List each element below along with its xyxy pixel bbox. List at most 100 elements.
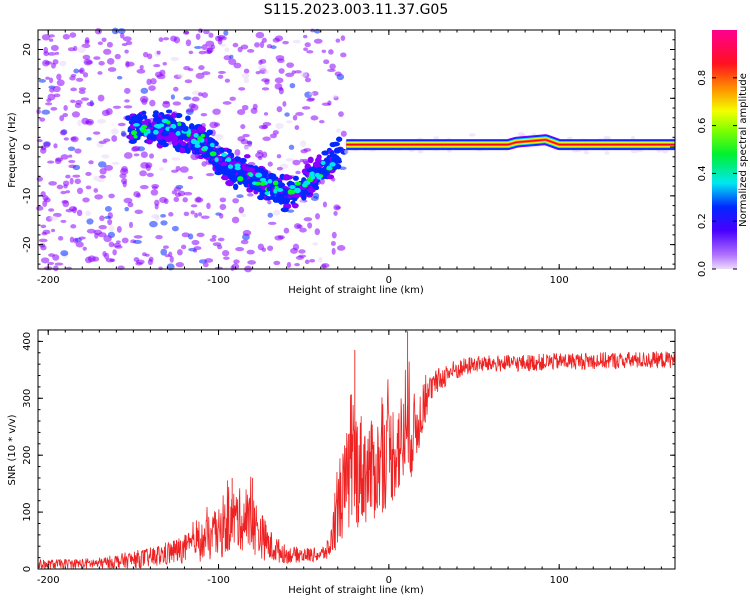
spectral-blob <box>85 120 93 124</box>
spectral-blob <box>57 235 64 241</box>
spectral-blob <box>267 245 274 251</box>
spectral-blob <box>282 40 289 45</box>
spectral-blob <box>112 105 122 109</box>
spectral-blob <box>60 250 69 257</box>
spectral-blob <box>307 156 314 164</box>
spectral-blob <box>56 184 64 190</box>
spectral-blob <box>128 221 134 228</box>
spectral-blob <box>43 141 51 148</box>
x-tick-label: 0 <box>386 275 392 286</box>
spectral-blob <box>180 244 187 250</box>
y-tick-label: 300 <box>22 389 33 408</box>
spectral-blob <box>242 166 251 171</box>
spectral-blob <box>73 68 80 74</box>
spectral-blob <box>300 140 307 148</box>
spectral-blob <box>54 51 60 55</box>
spectral-blob <box>264 69 269 75</box>
spectral-blob <box>198 28 203 33</box>
spectral-blob <box>93 188 99 193</box>
spectral-blob <box>82 246 87 251</box>
spectral-blob <box>154 214 160 221</box>
spectral-blob <box>38 79 46 83</box>
spectral-blob <box>336 136 343 142</box>
spectral-blob <box>307 222 313 229</box>
spectral-blob <box>193 246 202 251</box>
spectral-blob <box>310 115 319 121</box>
spectral-blob <box>78 69 84 73</box>
spectral-blob <box>86 228 96 234</box>
spectral-blob <box>194 45 203 49</box>
x-tick-label: 100 <box>550 575 569 586</box>
spectral-peak <box>155 124 162 129</box>
spectral-blob <box>122 36 132 42</box>
colorbar: 0.0 0.2 0.4 0.6 0.8 Normalized spectral ampl… <box>697 30 749 277</box>
spectral-blob <box>147 53 153 60</box>
spectral-peak <box>310 175 316 180</box>
spectral-blob <box>140 87 149 94</box>
spectral-blob <box>329 63 336 70</box>
spectral-peak <box>234 163 241 168</box>
spectral-blob <box>204 258 214 263</box>
spectral-blob <box>183 211 190 217</box>
spectral-blob <box>243 154 251 159</box>
spectral-peak <box>277 188 284 192</box>
spectral-peak <box>302 183 307 187</box>
spectral-blob <box>82 54 91 60</box>
spectral-blob <box>293 192 301 198</box>
spectral-blob <box>314 228 321 236</box>
spectral-blob <box>69 75 76 81</box>
spectral-blob <box>47 93 56 101</box>
spectral-blob <box>333 94 338 99</box>
spectral-blob <box>303 217 313 222</box>
spectral-blob <box>313 38 323 44</box>
spectral-blob <box>78 87 87 91</box>
spectral-blob <box>54 158 62 165</box>
snr-y-label: SNR (10 * v/v) <box>7 414 18 485</box>
spectral-blob <box>328 49 334 55</box>
spectral-blob <box>69 236 75 243</box>
spectral-blob <box>333 211 338 216</box>
spectral-blob <box>65 208 74 213</box>
spectral-blob <box>257 243 265 251</box>
spectral-blob <box>123 152 133 159</box>
spectral-blob <box>75 241 84 248</box>
spectral-blob <box>229 54 234 59</box>
spectral-blob <box>630 136 635 140</box>
spectral-blob <box>241 213 247 218</box>
spectral-blob <box>70 87 78 92</box>
spectral-blob <box>146 78 152 86</box>
spectral-blob <box>604 151 610 155</box>
spectral-blob <box>124 87 131 94</box>
spectral-blob <box>148 85 156 92</box>
spectral-blob <box>174 112 183 119</box>
spectral-blob <box>156 50 161 55</box>
spectral-blob <box>130 115 139 123</box>
spectral-blob <box>102 251 107 257</box>
spectral-blob <box>119 32 125 39</box>
spectral-blob <box>209 237 217 242</box>
spectral-peak <box>306 168 313 173</box>
spectral-peak <box>197 136 203 141</box>
spectral-blob <box>212 242 222 247</box>
spectral-blob <box>307 97 316 101</box>
spectral-peak <box>273 180 279 186</box>
spectral-blob <box>38 238 48 243</box>
spectral-blob <box>307 187 316 193</box>
spectral-blob <box>302 34 308 39</box>
spectral-blob <box>133 153 140 157</box>
spectral-blob <box>124 206 130 212</box>
spectral-blob <box>285 72 295 77</box>
spectral-blob <box>157 138 167 146</box>
spectral-blob <box>185 115 191 121</box>
spectral-blob <box>108 225 115 233</box>
colorbar-ticks: 0.0 0.2 0.4 0.6 0.8 <box>697 70 737 277</box>
spectral-blob <box>292 243 300 251</box>
spectral-peak <box>175 131 181 136</box>
spectral-blob <box>202 262 209 268</box>
spectral-blob <box>97 94 105 102</box>
spectral-blob <box>173 36 181 44</box>
spectral-blob <box>181 232 190 238</box>
spectral-blob <box>48 181 57 186</box>
spectral-blob <box>111 161 120 165</box>
spectral-blob <box>127 134 135 141</box>
